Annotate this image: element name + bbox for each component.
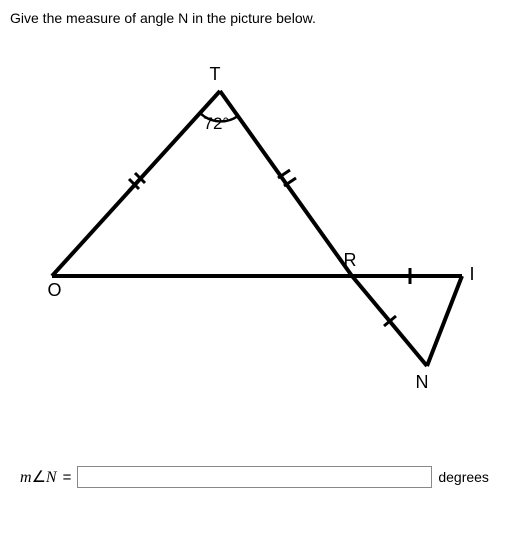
vertex-label-N: N <box>416 372 429 393</box>
lhs-m: m <box>20 469 32 486</box>
answer-row: m∠N = degrees <box>10 466 513 488</box>
lhs-N: N <box>46 469 57 486</box>
question-prompt: Give the measure of angle N in the pictu… <box>10 10 513 26</box>
vertex-label-R: R <box>344 250 357 271</box>
segment-IN <box>427 276 462 366</box>
equals-sign: = <box>63 469 72 486</box>
segment-OT <box>52 91 220 276</box>
vertex-label-T: T <box>210 64 221 85</box>
angle-symbol: ∠ <box>32 469 46 486</box>
units-label: degrees <box>438 469 489 485</box>
geometry-diagram: T O R I N 72° <box>32 46 492 406</box>
diagram-svg <box>32 46 492 406</box>
answer-lhs: m∠N <box>20 467 57 487</box>
angle-label-T: 72° <box>204 114 230 134</box>
vertex-label-O: O <box>48 280 62 301</box>
tickmarks-TR <box>278 170 296 186</box>
answer-input[interactable] <box>77 466 432 488</box>
vertex-label-I: I <box>470 264 475 285</box>
